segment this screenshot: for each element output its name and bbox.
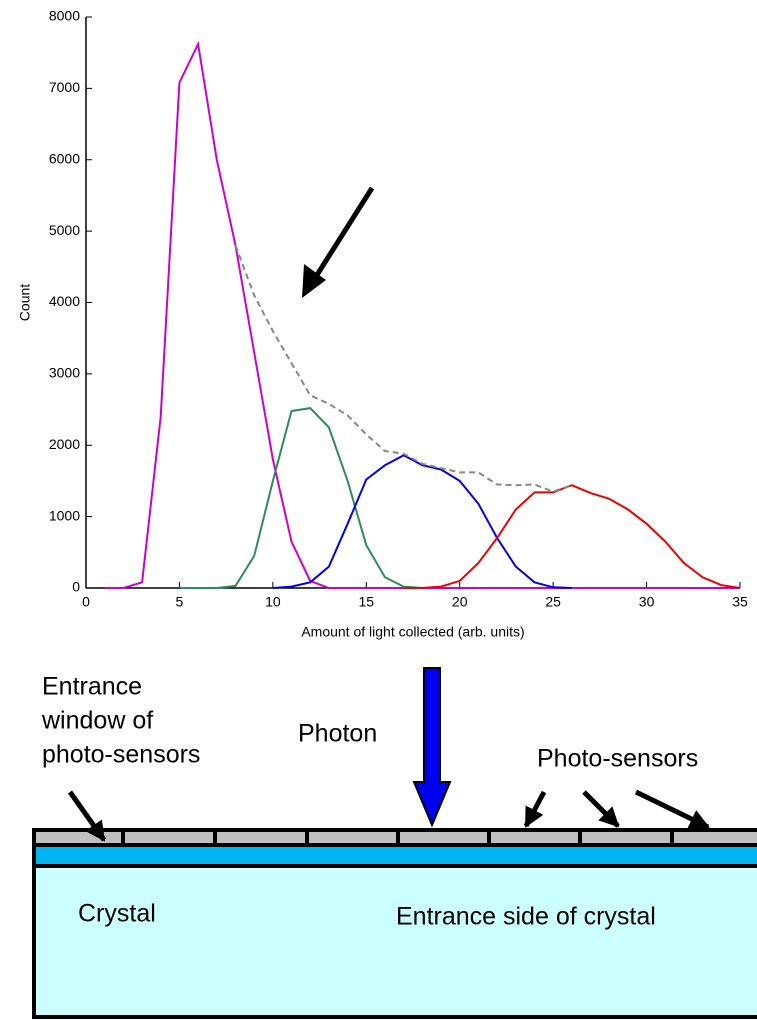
- y-tick-label: 3000: [49, 365, 80, 381]
- sensor-strip: [32, 828, 757, 847]
- window-label: photo-sensors: [42, 741, 200, 769]
- pointer-arrows: [67, 789, 710, 842]
- y-tick-label: 7000: [49, 79, 80, 95]
- chart: 0 1000 2000 3000 4000 5000 6000 7000 8000 0 5 10 15 2…: [17, 8, 748, 640]
- annotation-arrow-head: [302, 264, 326, 298]
- series-line: [234, 245, 573, 493]
- crystal: [32, 864, 757, 1019]
- window-label: window of: [41, 707, 153, 735]
- x-tick-label: 10: [265, 594, 281, 610]
- x-tick-label: 25: [545, 594, 561, 610]
- x-axis-label: Amount of light collected (arb. units): [301, 624, 524, 640]
- x-tick-label: 30: [639, 594, 655, 610]
- series-line: [403, 484, 741, 589]
- y-tick-label: 1000: [49, 507, 80, 523]
- photon-label: Photon: [298, 720, 377, 748]
- series-line: [272, 454, 572, 589]
- y-tick-label: 6000: [49, 150, 80, 166]
- sensor-dividers: [121, 830, 674, 845]
- crystal-label: Crystal: [78, 900, 156, 928]
- entrance-side-label: Entrance side of crystal: [396, 903, 656, 931]
- series-line: [179, 407, 423, 589]
- y-tick-label: 0: [72, 579, 80, 595]
- x-tick-label: 5: [176, 594, 184, 610]
- y-tick-label: 5000: [49, 222, 80, 238]
- y-tick-label: 4000: [49, 293, 80, 309]
- annotation-arrow: [307, 186, 375, 288]
- x-tick-label: 0: [82, 594, 90, 610]
- sensors-label: Photo-sensors: [537, 745, 698, 773]
- series-line: [104, 40, 740, 589]
- y-axis-label: Count: [17, 284, 33, 321]
- photon-arrow: [412, 667, 452, 828]
- diagram: Entrance window of photo-sensors Photon …: [32, 667, 757, 1019]
- x-tick-label: 20: [452, 594, 468, 610]
- entrance-window: [32, 843, 757, 868]
- x-tick-label: 35: [732, 594, 748, 610]
- y-tick-label: 2000: [49, 436, 80, 452]
- y-tick-label: 8000: [49, 8, 80, 24]
- window-label: Entrance: [42, 673, 142, 701]
- x-tick-label: 15: [358, 594, 374, 610]
